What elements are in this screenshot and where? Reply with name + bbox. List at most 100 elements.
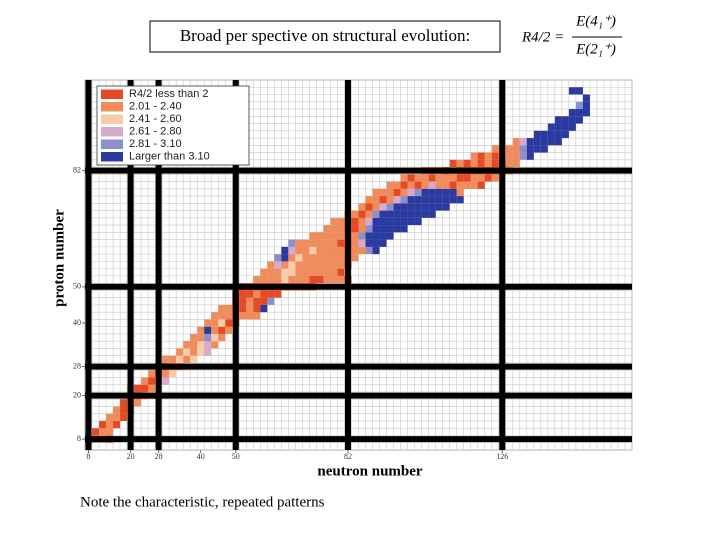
cell — [512, 159, 520, 168]
legend-label: 2.61 - 2.80 — [129, 126, 182, 138]
cell — [162, 377, 170, 385]
cell — [484, 159, 492, 168]
cell — [260, 297, 268, 305]
cell — [239, 312, 247, 320]
cell — [400, 210, 408, 218]
y-tick-label: 20 — [73, 390, 81, 399]
cell — [519, 138, 527, 146]
cell — [519, 152, 527, 160]
cell — [274, 268, 282, 276]
cell — [330, 268, 338, 276]
cell — [351, 225, 359, 233]
cell — [218, 319, 226, 327]
cell — [554, 138, 562, 146]
cell — [316, 254, 324, 262]
cell — [113, 413, 121, 421]
cell — [568, 87, 576, 95]
cell — [442, 188, 450, 197]
cell — [470, 152, 478, 160]
cell — [302, 261, 310, 269]
cell — [351, 217, 359, 226]
cell — [372, 196, 380, 204]
cell — [274, 290, 282, 298]
cell — [253, 275, 261, 284]
cell — [190, 333, 198, 342]
legend-swatch — [101, 139, 123, 149]
cell — [435, 203, 443, 211]
cell — [330, 246, 338, 255]
cell — [190, 341, 198, 349]
cell — [421, 188, 429, 197]
cell — [554, 130, 562, 139]
cell — [526, 152, 534, 160]
cell — [204, 333, 212, 342]
cell — [561, 130, 569, 139]
cell — [330, 217, 338, 226]
cell — [505, 159, 513, 168]
cell — [267, 261, 275, 269]
cell — [211, 333, 219, 342]
cell — [337, 239, 345, 247]
cell — [407, 181, 415, 189]
cell — [505, 145, 513, 153]
cell — [176, 355, 184, 363]
cell — [120, 406, 128, 414]
cell — [120, 413, 128, 421]
cell — [477, 174, 485, 182]
cell — [442, 203, 450, 211]
cell — [330, 239, 338, 247]
cell — [351, 254, 359, 262]
cell — [358, 203, 366, 211]
cell — [295, 254, 303, 262]
cell — [365, 246, 373, 255]
cell — [330, 232, 338, 240]
cell — [435, 188, 443, 197]
cell — [414, 174, 422, 182]
cell — [491, 174, 499, 182]
cell — [281, 261, 289, 269]
cell — [197, 333, 205, 342]
cell — [204, 341, 212, 349]
cell — [302, 268, 310, 276]
cell — [323, 246, 331, 255]
cell — [470, 181, 478, 189]
cell — [470, 174, 478, 182]
y-tick-label: 82 — [73, 166, 81, 175]
cell — [407, 196, 415, 204]
cell — [414, 196, 422, 204]
cell — [428, 210, 436, 218]
cell — [393, 196, 401, 204]
cell — [225, 326, 233, 334]
cell — [400, 174, 408, 182]
cell — [323, 268, 331, 276]
cell — [197, 348, 205, 356]
cell — [372, 217, 380, 226]
cell — [274, 254, 282, 262]
cell — [365, 210, 373, 218]
cell — [477, 159, 485, 168]
cell — [323, 239, 331, 247]
legend-label: 2.81 - 3.10 — [129, 138, 182, 150]
y-axis-label: proton number — [51, 209, 67, 307]
cell — [316, 275, 324, 284]
cell — [435, 196, 443, 204]
x-tick-label: 126 — [496, 452, 508, 461]
cell — [288, 246, 296, 255]
cell — [162, 370, 170, 378]
cell — [295, 261, 303, 269]
cell — [267, 297, 275, 305]
x-tick-label: 20 — [127, 452, 135, 461]
cell — [330, 254, 338, 262]
cell — [575, 87, 583, 95]
cell — [456, 174, 464, 182]
cell — [400, 188, 408, 197]
legend-swatch — [101, 89, 123, 99]
cell — [358, 239, 366, 247]
cell — [491, 159, 499, 168]
cell — [309, 275, 317, 284]
cell — [337, 261, 345, 269]
cell — [477, 181, 485, 189]
cell — [435, 181, 443, 189]
cell — [400, 181, 408, 189]
cell — [379, 239, 387, 247]
